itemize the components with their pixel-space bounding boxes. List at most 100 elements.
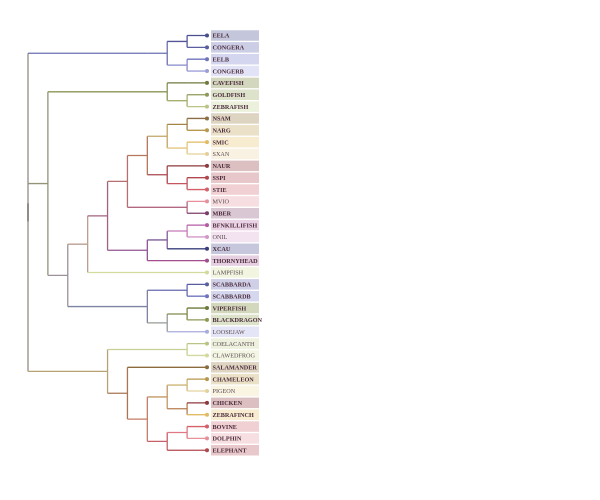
leaf-label-background	[211, 53, 259, 65]
leaf-label-background	[211, 385, 259, 397]
leaf-label-coelacanth: COELACANTH	[213, 341, 255, 348]
leaf-dot	[205, 389, 209, 393]
leaf-dot	[205, 270, 209, 275]
leaf-label-background	[211, 397, 259, 409]
leaf-dot	[205, 353, 209, 358]
leaf-label-eela: EELA	[213, 33, 230, 40]
leaf-label-cavefish: CAVEFISH	[213, 80, 244, 87]
leaf-label-eelb: EELB	[213, 56, 230, 63]
leaf-dot	[205, 187, 209, 192]
leaf-dot	[205, 412, 209, 417]
leaf-label-background	[211, 125, 259, 136]
leaf-dot	[205, 33, 209, 38]
leaf-label-background	[211, 255, 259, 266]
leaf-dot	[205, 448, 209, 453]
leaf-dot	[205, 365, 209, 370]
leaf-label-clawedfrog: CLAWEDFROG	[213, 353, 256, 360]
leaf-dot	[205, 69, 209, 74]
leaf-dot	[205, 234, 209, 239]
leaf-label-smic: SMIC	[213, 139, 229, 146]
leaf-label-background	[211, 148, 259, 160]
leaf-label-blackdragon: BLACKDRAGON	[213, 317, 263, 324]
leaf-label-background	[211, 362, 259, 373]
leaf-label-background	[211, 338, 259, 349]
leaf-dot	[205, 80, 209, 85]
leaf-label-zebrafish: ZEBRAFISH	[213, 104, 249, 111]
leaf-dot	[205, 57, 209, 62]
leaf-dot	[205, 341, 209, 346]
leaf-label-zebrafinch: ZEBRAFINCH	[213, 412, 254, 419]
leaf-label-lampfish: LAMPFISH	[213, 270, 244, 277]
leaf-dot	[205, 294, 209, 299]
leaf-label-xcau: XCAU	[213, 246, 231, 253]
leaf-label-background	[211, 30, 259, 41]
leaf-label-background	[211, 421, 259, 432]
leaf-dot	[205, 211, 209, 216]
leaf-label-background	[211, 231, 259, 243]
leaf-dot	[205, 92, 209, 97]
leaf-dot	[205, 246, 209, 251]
leaf-label-background	[211, 65, 259, 77]
leaf-label-sspi: SSPI	[213, 175, 227, 182]
leaf-dot	[205, 282, 209, 287]
leaf-dot	[205, 45, 209, 50]
leaf-label-background	[211, 42, 259, 53]
leaf-label-mvio: MVIO	[213, 199, 230, 206]
leaf-labels: EELA CONGERA EELB CONGERB CAVEFISH GOLDFISH ZE…	[211, 30, 263, 456]
leaf-dot	[205, 377, 209, 382]
leaf-label-congerb: CONGERB	[213, 68, 244, 75]
leaf-label-salamander: SALAMANDER	[213, 365, 258, 372]
leaf-label-narg: NARG	[213, 128, 231, 135]
leaf-label-background	[211, 290, 259, 302]
leaf-label-background	[211, 136, 259, 148]
leaf-label-background	[211, 267, 259, 278]
leaf-label-background	[211, 160, 259, 172]
leaf-label-loosejaw: LOOSEJAW	[213, 329, 245, 336]
leaf-label-scabbarda: SCABBARDA	[213, 282, 252, 289]
leaf-label-background	[211, 77, 259, 89]
leaf-label-background	[211, 445, 259, 456]
leaf-label-viperfish: VIPERFISH	[213, 305, 247, 312]
leaf-label-nsam: NSAM	[213, 116, 231, 123]
leaf-label-bovine: BOVINE	[213, 424, 237, 431]
leaf-label-background	[211, 373, 259, 385]
leaf-label-background	[211, 113, 259, 124]
leaf-dot	[205, 223, 209, 228]
leaf-label-background	[211, 279, 259, 290]
leaf-dot	[205, 163, 209, 168]
leaf-label-thornyhead: THORNYHEAD	[213, 258, 259, 265]
leaf-label-onil: ONIL	[213, 234, 228, 241]
leaf-dot	[205, 104, 209, 109]
leaf-dot	[205, 140, 209, 145]
leaf-label-bfnkillifish: BFNKILLIFISH	[213, 222, 258, 229]
tree-branches	[27, 34, 207, 451]
leaf-dot	[205, 199, 209, 204]
leaf-dot	[205, 128, 209, 133]
leaf-dot	[205, 116, 209, 121]
leaf-label-dolphin: DOLPHIN	[213, 436, 242, 443]
leaf-label-elephant: ELEPHANT	[213, 447, 248, 454]
leaf-label-background	[211, 326, 259, 337]
leaf-dot	[205, 175, 209, 180]
leaf-label-chameleon: CHAMELEON	[213, 376, 255, 383]
leaf-dot	[205, 152, 209, 156]
leaf-label-congera: CONGERA	[213, 45, 245, 52]
leaf-label-chicken: CHICKEN	[213, 400, 243, 407]
leaf-label-background	[211, 314, 259, 326]
leaf-dot	[205, 400, 209, 405]
leaf-label-background	[211, 243, 259, 255]
leaf-dot	[205, 306, 209, 311]
leaf-label-background	[211, 409, 259, 420]
leaf-label-background	[211, 172, 259, 183]
leaf-dot	[205, 424, 209, 429]
leaf-label-background	[211, 302, 259, 314]
leaf-label-background	[211, 184, 259, 195]
leaf-label-background	[211, 433, 259, 444]
leaf-label-scabbardb: SCABBARDB	[213, 293, 251, 300]
leaf-dot	[205, 317, 209, 322]
leaf-label-stie: STIE	[213, 187, 227, 194]
leaf-label-background	[211, 350, 259, 361]
leaf-markers	[205, 33, 209, 453]
leaf-label-background	[211, 196, 259, 207]
